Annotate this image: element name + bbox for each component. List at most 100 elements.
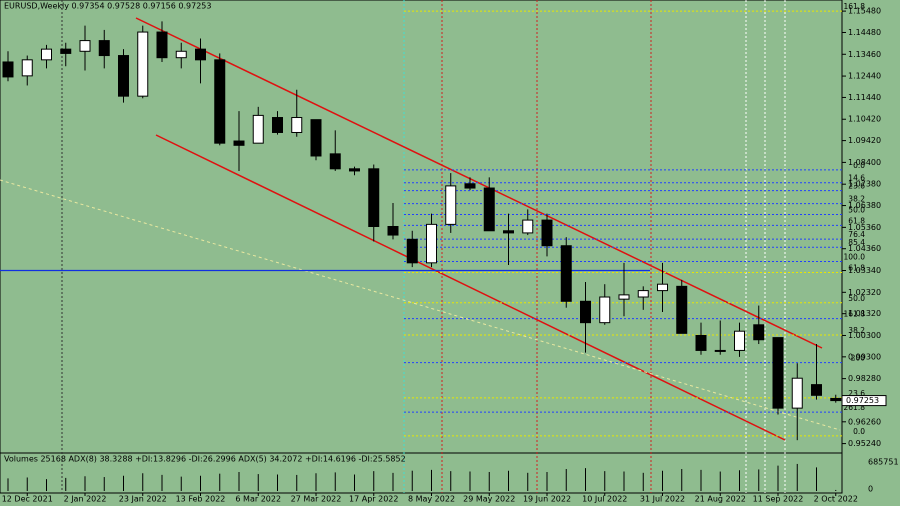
y-tick-label: 1.04360 <box>848 244 881 253</box>
x-tick-label: 12 Dec 2021 <box>2 495 53 504</box>
candle-body <box>637 290 649 298</box>
x-tick-label: 23 Jan 2022 <box>119 495 167 504</box>
fib-label: 100.0 <box>844 253 866 262</box>
candle-body <box>426 223 437 264</box>
y-tick-label: 0.96260 <box>848 417 881 426</box>
fib-label: 0.0 <box>853 161 865 170</box>
y-tick-label: 1.08400 <box>848 158 881 167</box>
y-tick-label: 0.99300 <box>848 352 881 361</box>
candle-body <box>657 283 668 292</box>
y-tick-label: 1.10420 <box>848 115 881 124</box>
candle-body <box>753 324 765 341</box>
fib-label: 161.8 <box>844 310 866 319</box>
fib-label: 200 <box>851 354 866 363</box>
y-tick-label: 1.07380 <box>848 180 881 189</box>
candle-body <box>522 219 534 234</box>
candle-body <box>195 48 206 61</box>
y-tick-label: 1.14480 <box>848 28 881 37</box>
candle-body <box>118 55 129 97</box>
candle-body <box>599 296 611 324</box>
x-tick-label: 2 Jan 2022 <box>64 495 107 504</box>
candle-body <box>714 349 726 352</box>
indicator-text: Volumes 25168 ADX(8) 38.3288 +DI:13.8296… <box>4 455 406 464</box>
candle-body <box>156 31 168 59</box>
candle-body <box>483 187 495 232</box>
candle-body <box>2 61 14 78</box>
fib-label: 161.8 <box>844 2 866 11</box>
y-tick-label: 0.98280 <box>848 374 881 383</box>
fib-label: 50.0 <box>848 206 865 215</box>
fib-label: 85.4 <box>848 238 865 247</box>
candle-body <box>695 334 707 351</box>
candle-body <box>387 226 399 236</box>
trend-line <box>135 17 823 349</box>
candle-body <box>734 330 745 351</box>
chart-title: EURUSD,Weekly 0.97354 0.97528 0.97156 0.… <box>4 2 211 11</box>
x-tick-label: 21 Aug 2022 <box>695 495 746 504</box>
y-tick-label: 1.03340 <box>848 266 881 275</box>
candle-body <box>618 294 630 300</box>
fib-label: 76.4 <box>848 230 865 239</box>
candle-body <box>41 48 52 61</box>
candle-body <box>310 119 322 157</box>
candle-body <box>406 238 418 264</box>
price-label: 0.97253 <box>846 396 879 405</box>
x-tick-label: 27 Mar 2022 <box>291 495 342 504</box>
candle-body <box>79 40 91 52</box>
candle-body <box>349 168 360 172</box>
x-tick-label: 31 Jul 2022 <box>640 495 685 504</box>
candle-body <box>137 31 149 97</box>
candle-body <box>329 153 341 170</box>
candle-body <box>252 114 264 144</box>
y-tick-label: 1.01320 <box>848 309 881 318</box>
candle-body <box>464 183 476 189</box>
candle-body <box>368 168 380 228</box>
volume-tick-label: 685751 <box>868 458 899 467</box>
candle-body <box>676 285 688 334</box>
y-tick-label: 1.13460 <box>848 50 881 59</box>
fib-label: 23.6 <box>848 182 865 191</box>
trend-line <box>155 134 786 441</box>
y-tick-label: 1.05360 <box>848 223 881 232</box>
candle-body <box>291 117 303 133</box>
candle-body <box>811 384 822 396</box>
candle-body <box>580 300 591 324</box>
fib-label: 38.2 <box>848 326 865 335</box>
y-tick-label: 0.95240 <box>848 439 881 448</box>
fib-label: 0.0 <box>853 427 865 436</box>
x-tick-label: 11 Sep 2022 <box>753 495 804 504</box>
fib-label: 14.6 <box>848 174 865 183</box>
candle-body <box>272 117 283 133</box>
x-tick-label: 13 Feb 2022 <box>176 495 226 504</box>
candle-body <box>60 48 72 54</box>
candle-body <box>175 50 187 59</box>
price-box <box>841 395 887 407</box>
candle-body <box>21 59 33 77</box>
fib-label: 61.8 <box>848 216 865 225</box>
candle-body <box>791 377 803 409</box>
fib-label: 261.8 <box>844 403 866 412</box>
volume-tick-label: 0 <box>868 485 873 494</box>
candle-body <box>98 40 110 57</box>
x-tick-label: 17 Apr 2022 <box>349 495 398 504</box>
candle-body <box>830 397 842 402</box>
y-tick-label: 1.00300 <box>848 331 881 340</box>
fib-label: 38.2 <box>848 195 865 204</box>
x-tick-label: 6 Mar 2022 <box>235 495 281 504</box>
y-tick-label: 1.11440 <box>848 93 881 102</box>
candle-body <box>560 245 572 302</box>
trend-line <box>0 179 841 431</box>
candle-body <box>445 185 457 225</box>
fib-label: 61.8 <box>848 263 865 272</box>
fib-label: 23.6 <box>848 389 865 398</box>
x-tick-label: 29 May 2022 <box>463 495 515 504</box>
candle-body <box>233 140 245 146</box>
y-tick-label: 1.06380 <box>848 201 881 210</box>
x-tick-label: 19 Jun 2022 <box>523 495 571 504</box>
x-tick-label: 2 Oct 2022 <box>814 495 858 504</box>
fib-label: 50.0 <box>848 294 865 303</box>
candle-body <box>772 337 784 409</box>
candle-body <box>503 230 514 234</box>
